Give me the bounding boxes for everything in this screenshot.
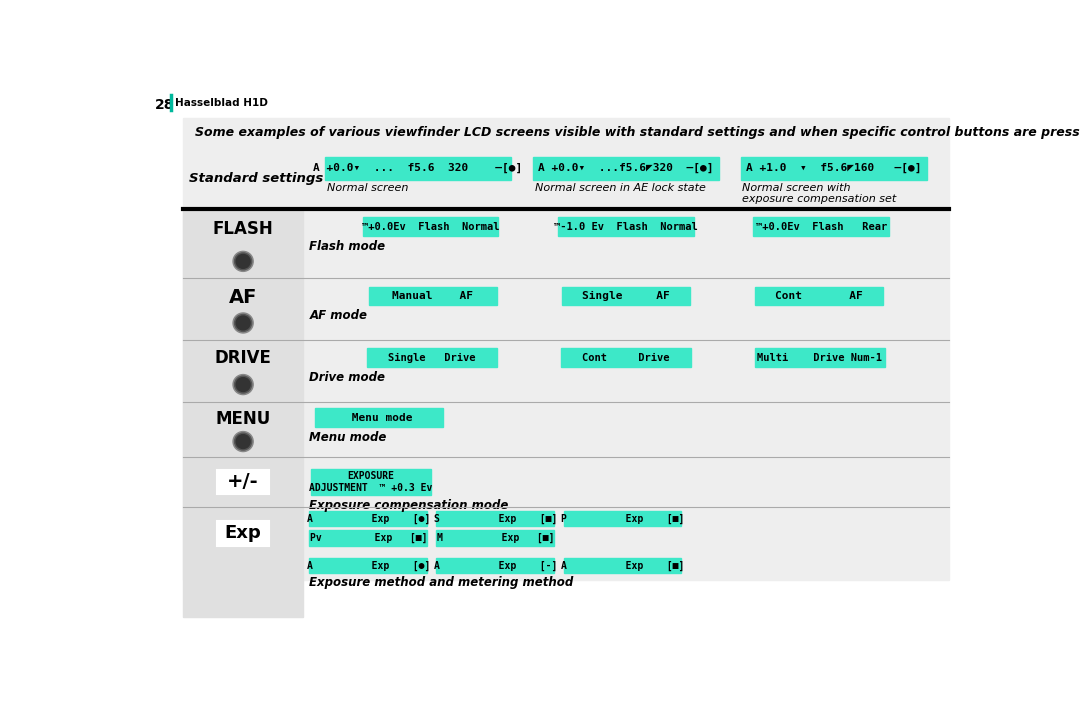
Text: Exposure compensation mode: Exposure compensation mode	[309, 499, 509, 512]
Bar	[558, 218, 693, 236]
Circle shape	[233, 313, 253, 333]
Bar	[183, 209, 303, 278]
Bar	[183, 340, 303, 402]
Circle shape	[234, 433, 252, 450]
Circle shape	[233, 375, 253, 395]
Text: FLASH: FLASH	[213, 220, 273, 238]
Circle shape	[237, 378, 251, 392]
Bar	[562, 287, 690, 305]
Bar	[183, 507, 303, 617]
Text: A          Exp    [●]: A Exp [●]	[307, 513, 430, 523]
Circle shape	[237, 255, 251, 269]
Text: Exposure method and metering method: Exposure method and metering method	[309, 577, 573, 589]
Text: ™+0.0Ev  Flash  Normal: ™+0.0Ev Flash Normal	[362, 222, 499, 232]
Text: Single     AF: Single AF	[582, 291, 670, 301]
Text: Normal screen with
exposure compensation set: Normal screen with exposure compensation…	[742, 183, 896, 205]
Text: A          Exp    [■]: A Exp [■]	[561, 561, 684, 571]
Text: Single   Drive: Single Drive	[389, 352, 476, 363]
Text: Drive mode: Drive mode	[309, 371, 386, 384]
Circle shape	[237, 435, 251, 448]
Circle shape	[233, 251, 253, 272]
Text: A          Exp    [-]: A Exp [-]	[434, 561, 557, 571]
Text: S          Exp    [■]: S Exp [■]	[434, 513, 557, 523]
Bar	[436, 511, 554, 526]
Bar	[183, 402, 303, 457]
Text: Hasselblad H1D: Hasselblad H1D	[175, 98, 268, 108]
Text: AF mode: AF mode	[309, 309, 367, 322]
Bar	[368, 287, 497, 305]
Text: +/-: +/-	[227, 472, 259, 491]
Bar	[754, 218, 889, 236]
Bar	[436, 558, 554, 573]
Bar	[217, 470, 270, 494]
Text: Menu mode: Menu mode	[309, 431, 387, 444]
Text: MENU: MENU	[216, 410, 271, 428]
Text: Some examples of various viewfinder LCD screens visible with standard settings a: Some examples of various viewfinder LCD …	[194, 126, 1080, 139]
Text: ™-1.0 Ev  Flash  Normal: ™-1.0 Ev Flash Normal	[554, 222, 698, 232]
Text: P          Exp    [■]: P Exp [■]	[561, 513, 684, 523]
Text: Flash mode: Flash mode	[309, 240, 386, 253]
Text: A +0.0▾  ...  f5.6  320    —[●]: A +0.0▾ ... f5.6 320 —[●]	[313, 163, 523, 173]
Bar	[741, 157, 927, 180]
Text: Multi    Drive Num-1: Multi Drive Num-1	[757, 352, 882, 363]
Bar	[309, 530, 428, 545]
Text: Manual    AF: Manual AF	[392, 291, 473, 301]
Bar	[183, 457, 303, 507]
Text: Normal screen: Normal screen	[326, 183, 408, 193]
Text: A +1.0  ▾  f5.6◤160   —[●]: A +1.0 ▾ f5.6◤160 —[●]	[746, 163, 921, 173]
Bar	[217, 521, 270, 545]
Text: Standard settings: Standard settings	[189, 172, 324, 185]
Circle shape	[234, 253, 252, 270]
Circle shape	[233, 432, 253, 451]
Text: DRIVE: DRIVE	[215, 349, 271, 367]
Text: Cont       AF: Cont AF	[775, 291, 863, 301]
Bar	[183, 278, 303, 340]
Bar	[436, 530, 554, 545]
Circle shape	[234, 376, 252, 393]
Text: Cont     Drive: Cont Drive	[582, 352, 670, 363]
Text: Normal screen in AE lock state: Normal screen in AE lock state	[535, 183, 705, 193]
Text: M          Exp   [■]: M Exp [■]	[436, 533, 554, 543]
Text: Exp: Exp	[225, 524, 261, 542]
Text: Pv         Exp   [■]: Pv Exp [■]	[310, 533, 427, 543]
Text: AF: AF	[229, 288, 257, 306]
Bar	[314, 408, 443, 427]
Text: ™+0.0Ev  Flash   Rear: ™+0.0Ev Flash Rear	[756, 222, 887, 232]
Bar	[183, 118, 948, 580]
Bar	[532, 157, 719, 180]
Circle shape	[234, 314, 252, 331]
Bar	[309, 511, 428, 526]
Bar	[325, 157, 511, 180]
Circle shape	[237, 316, 251, 330]
Text: A          Exp    [●]: A Exp [●]	[307, 561, 430, 571]
Bar	[564, 558, 681, 573]
Bar	[755, 349, 885, 367]
Text: Menu mode: Menu mode	[291, 413, 467, 423]
Text: A +0.0▾  ...f5.6◤320  —[●]: A +0.0▾ ...f5.6◤320 —[●]	[538, 163, 714, 173]
Text: EXPOSURE
ADJUSTMENT  ™ +0.3 Ev: EXPOSURE ADJUSTMENT ™ +0.3 Ev	[309, 471, 433, 493]
Bar	[561, 349, 691, 367]
Bar	[367, 349, 497, 367]
Bar	[309, 558, 428, 573]
Bar	[363, 218, 499, 236]
Bar	[311, 469, 431, 495]
Bar	[755, 287, 883, 305]
Bar	[564, 511, 681, 526]
Text: 28: 28	[154, 98, 174, 112]
